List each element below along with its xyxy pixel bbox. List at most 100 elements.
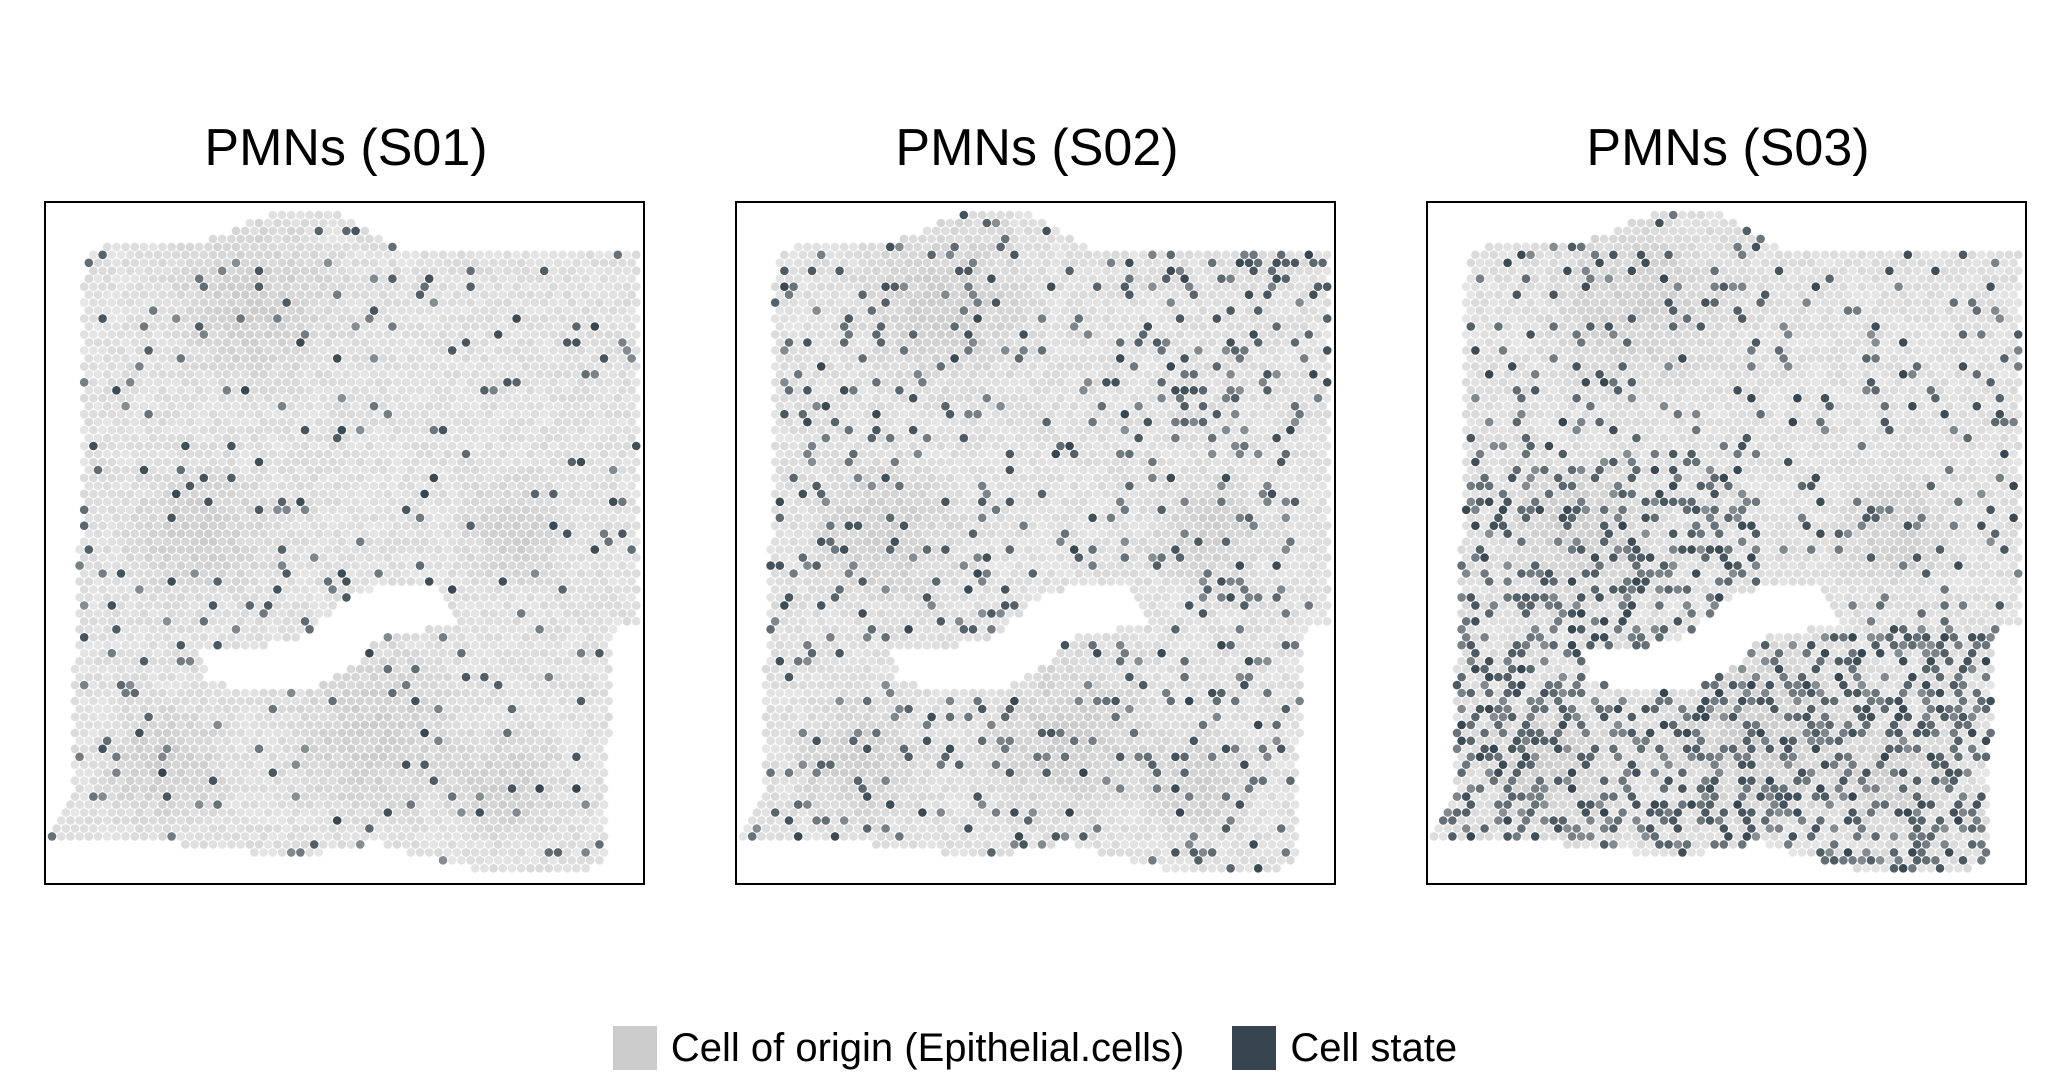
- spot: [102, 274, 112, 283]
- spot: [973, 234, 982, 244]
- spot: [613, 393, 623, 403]
- spot: [148, 800, 158, 809]
- spot: [190, 250, 199, 260]
- spot: [415, 768, 425, 777]
- spot: [245, 441, 255, 451]
- spot: [282, 808, 291, 817]
- spot: [231, 290, 241, 299]
- spot: [162, 792, 172, 801]
- spot: [1166, 266, 1176, 276]
- spot: [567, 648, 577, 658]
- spot: [107, 664, 117, 674]
- spot: [181, 409, 190, 419]
- spot: [181, 824, 190, 833]
- spot: [383, 824, 393, 833]
- spot: [516, 832, 526, 841]
- spot: [360, 354, 370, 363]
- spot: [268, 768, 278, 777]
- spot: [107, 266, 117, 276]
- spot: [613, 346, 623, 355]
- spot: [1010, 250, 1019, 260]
- spot: [181, 680, 190, 690]
- spot: [139, 784, 149, 793]
- spot: [351, 513, 360, 523]
- spot: [130, 672, 140, 682]
- spot: [507, 577, 517, 586]
- spot: [489, 274, 498, 283]
- spot: [503, 712, 512, 722]
- spot: [466, 728, 475, 738]
- spot: [355, 585, 365, 594]
- spot: [66, 832, 75, 841]
- spot: [199, 505, 209, 515]
- spot: [319, 330, 328, 339]
- spot: [562, 306, 572, 315]
- spot: [107, 553, 117, 562]
- spot: [378, 561, 388, 570]
- spot: [982, 266, 992, 276]
- spot: [309, 378, 319, 387]
- spot: [521, 648, 531, 658]
- spot: [424, 848, 434, 857]
- spot: [213, 354, 222, 363]
- spot: [503, 824, 512, 833]
- spot: [512, 856, 521, 865]
- spot: [153, 473, 163, 483]
- spot: [443, 561, 452, 570]
- spot: [480, 720, 489, 730]
- spot: [392, 298, 402, 307]
- spot: [1221, 266, 1231, 276]
- spot: [222, 433, 232, 443]
- spot: [599, 545, 609, 554]
- spot: [98, 378, 107, 387]
- spot: [512, 298, 521, 307]
- spot: [365, 728, 374, 738]
- spot: [585, 282, 595, 291]
- spot: [401, 298, 411, 307]
- spot: [245, 792, 255, 801]
- spot: [346, 250, 356, 260]
- spot: [397, 784, 406, 793]
- spot: [526, 449, 535, 459]
- spot: [839, 274, 849, 283]
- spot: [144, 664, 153, 674]
- spot: [116, 378, 126, 387]
- spot: [539, 792, 549, 801]
- spot: [125, 314, 135, 323]
- spot: [171, 696, 181, 706]
- spot: [558, 282, 567, 291]
- spot: [277, 577, 287, 586]
- spot: [346, 680, 356, 690]
- spot: [507, 497, 517, 507]
- spot: [618, 338, 627, 347]
- spot: [544, 513, 554, 523]
- spot: [627, 465, 636, 475]
- spot: [144, 824, 153, 833]
- spot: [231, 577, 241, 586]
- spot: [553, 290, 563, 299]
- spot: [185, 481, 195, 491]
- spot: [342, 704, 351, 714]
- spot: [282, 760, 291, 769]
- spot: [461, 704, 471, 714]
- spot: [148, 704, 158, 714]
- spot: [608, 338, 618, 347]
- spot: [259, 306, 268, 315]
- spot: [415, 784, 425, 793]
- spot: [112, 672, 121, 682]
- spot: [342, 258, 351, 268]
- spot: [314, 226, 324, 236]
- spot: [521, 473, 531, 483]
- spot: [549, 314, 558, 323]
- spot: [535, 433, 544, 443]
- spot: [521, 664, 531, 674]
- spot: [328, 330, 337, 339]
- spot: [199, 409, 209, 419]
- spot: [411, 776, 420, 785]
- spot: [268, 816, 278, 825]
- spot: [849, 274, 858, 283]
- spot: [245, 393, 255, 403]
- spot: [181, 760, 190, 769]
- spot: [342, 752, 351, 762]
- spot: [116, 362, 126, 371]
